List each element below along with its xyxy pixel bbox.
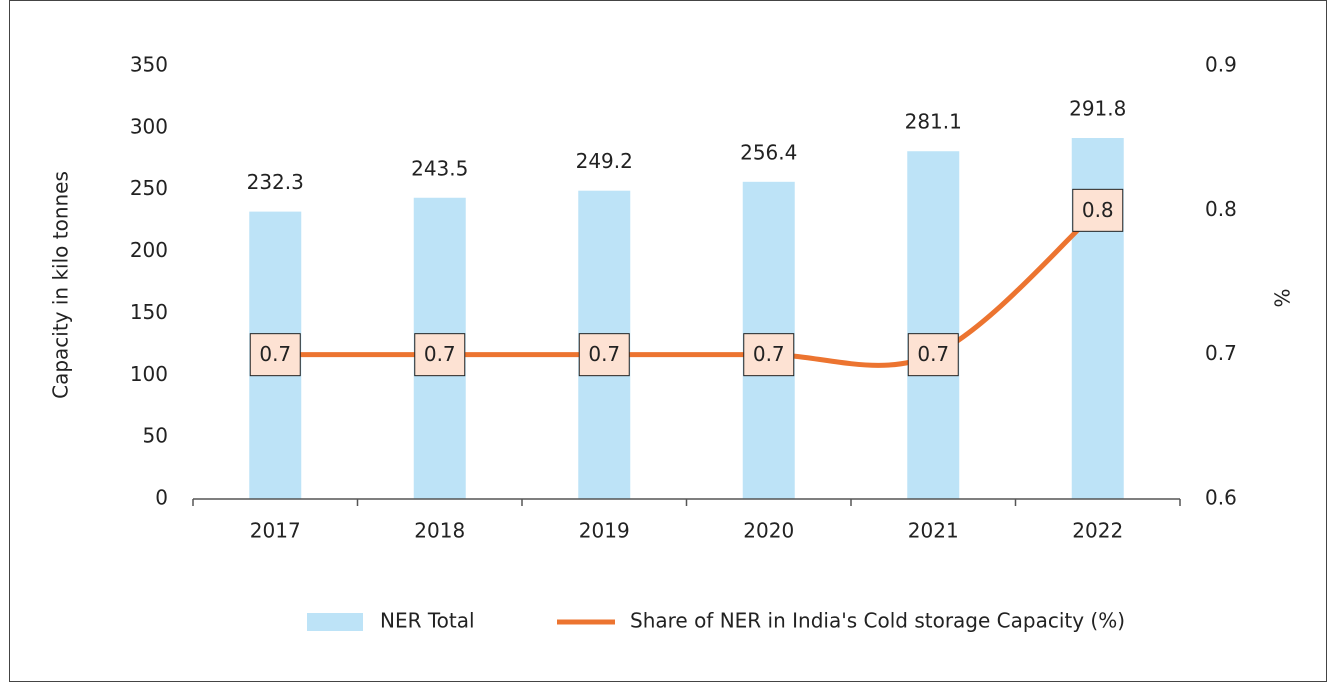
y-tick-label: 150 bbox=[130, 300, 168, 324]
x-tick-label: 2021 bbox=[908, 519, 959, 543]
y-tick-label: 350 bbox=[130, 53, 168, 77]
bar-value-label: 249.2 bbox=[576, 149, 633, 173]
data-label-box bbox=[249, 333, 301, 377]
y2-tick-label: 0.6 bbox=[1205, 486, 1237, 510]
bar-value-label: 243.5 bbox=[411, 156, 468, 180]
line-value-label: 0.7 bbox=[917, 342, 949, 366]
data-label-box bbox=[907, 333, 959, 377]
legend-label: NER Total bbox=[380, 609, 475, 633]
data-label-box bbox=[1072, 188, 1124, 232]
line-value-label: 0.7 bbox=[588, 342, 620, 366]
y-tick-label: 250 bbox=[130, 176, 168, 200]
y2-tick-label: 0.8 bbox=[1205, 197, 1237, 221]
x-tick-label: 2020 bbox=[743, 519, 794, 543]
bar bbox=[907, 151, 960, 499]
line-value-label: 0.7 bbox=[424, 342, 456, 366]
bar-value-label: 256.4 bbox=[740, 140, 797, 164]
line-value-label: 0.7 bbox=[259, 342, 291, 366]
y-tick-label: 0 bbox=[155, 486, 168, 510]
data-label-box bbox=[743, 333, 795, 377]
x-tick-label: 2017 bbox=[250, 519, 301, 543]
legend-label: Share of NER in India's Cold storage Cap… bbox=[630, 609, 1125, 633]
line-value-label: 0.8 bbox=[1082, 198, 1114, 222]
y-tick-label: 50 bbox=[143, 424, 168, 448]
y2-tick-label: 0.7 bbox=[1205, 341, 1237, 365]
y-tick-label: 100 bbox=[130, 362, 168, 386]
y-tick-label: 300 bbox=[130, 114, 168, 138]
legend-swatch bbox=[307, 613, 363, 631]
y2-tick-label: 0.9 bbox=[1205, 53, 1237, 77]
x-tick-label: 2022 bbox=[1072, 519, 1123, 543]
data-label-box bbox=[414, 333, 466, 377]
data-label-box bbox=[578, 333, 630, 377]
line-value-label: 0.7 bbox=[753, 342, 785, 366]
bar-value-label: 232.3 bbox=[247, 170, 304, 194]
y-axis-label: Capacity in kilo tonnes bbox=[49, 171, 73, 399]
x-tick-label: 2018 bbox=[414, 519, 465, 543]
bar-value-label: 291.8 bbox=[1069, 97, 1126, 121]
y-tick-label: 200 bbox=[130, 238, 168, 262]
x-tick-label: 2019 bbox=[579, 519, 630, 543]
y2-axis-label: % bbox=[1270, 288, 1294, 307]
bar-value-label: 281.1 bbox=[905, 110, 962, 134]
frame bbox=[9, 0, 1327, 682]
